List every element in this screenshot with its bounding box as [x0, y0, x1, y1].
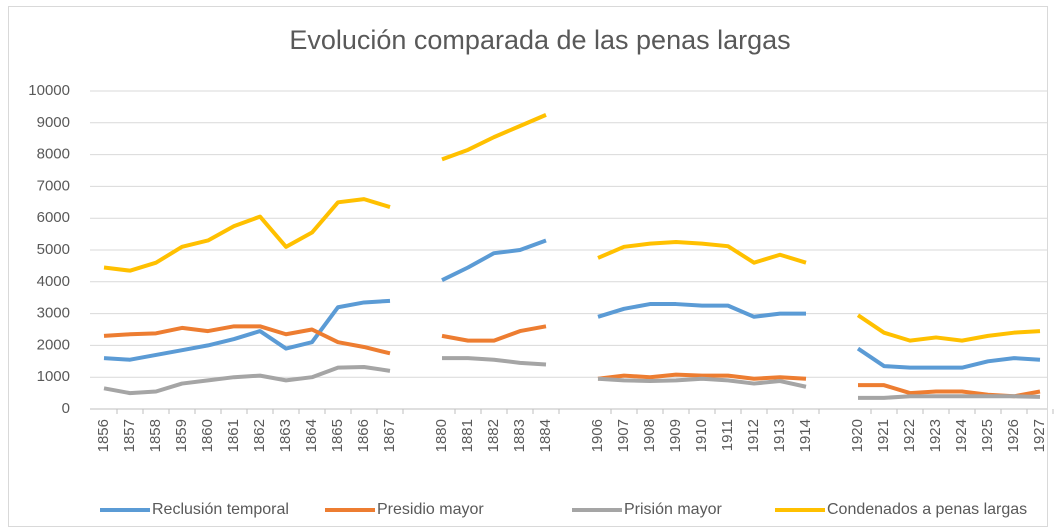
x-tick-label: 1861: [225, 419, 242, 452]
x-tick-label: 1914: [797, 419, 814, 452]
x-tick-label: 1921: [875, 419, 892, 452]
line-series: [103, 113, 1041, 343]
x-tick-label: 1860: [199, 419, 216, 452]
x-tick-label: 1864: [303, 419, 320, 452]
legend-label: Reclusión temporal: [152, 501, 289, 518]
y-tick-label: 4000: [37, 273, 70, 290]
x-tick-label: 1909: [667, 419, 684, 452]
y-tick-label: 9000: [37, 114, 70, 131]
x-tick-label: 1882: [485, 419, 502, 452]
legend-label: Prisión mayor: [624, 501, 722, 518]
y-tick-label: 7000: [37, 177, 70, 194]
x-tick-label: 1856: [95, 419, 112, 452]
y-tick-label: 0: [62, 400, 70, 417]
x-tick-label: 1857: [121, 419, 138, 452]
line-series: [103, 238, 1041, 370]
x-tick-label: 1881: [459, 419, 476, 452]
y-tick-label: 5000: [37, 241, 70, 258]
x-tick-label: 1927: [1031, 419, 1048, 452]
legend-label: Condenados a penas largas: [827, 501, 1027, 518]
chart-frame: [8, 6, 1048, 527]
y-tick-label: 3000: [37, 305, 70, 322]
legend-label: Presidio mayor: [377, 501, 484, 518]
x-tick-label: 1911: [719, 419, 736, 451]
x-tick-label: 1906: [589, 419, 606, 452]
x-tick-label: 1925: [979, 419, 996, 452]
x-tick-label: 1863: [277, 419, 294, 452]
x-tick-label: 1858: [147, 419, 164, 452]
x-tick-label: 1884: [537, 419, 554, 452]
y-tick-label: 8000: [37, 146, 70, 163]
x-tick-label: 1867: [381, 419, 398, 452]
x-tick-label: 1910: [693, 419, 710, 452]
x-tick-label: 1859: [173, 419, 190, 452]
line-series: [103, 324, 1041, 399]
x-tick-label: 1883: [511, 419, 528, 452]
x-tick-label: 1907: [615, 419, 632, 452]
line-series: [103, 356, 1041, 400]
x-tick-label: 1908: [641, 419, 658, 452]
x-tick-label: 1920: [849, 419, 866, 452]
x-tick-label: 1923: [927, 419, 944, 452]
y-tick-label: 2000: [37, 336, 70, 353]
x-tick-label: 1924: [953, 419, 970, 452]
x-tick-label: 1912: [745, 419, 762, 452]
x-tick-label: 1866: [355, 419, 372, 452]
x-tick-label: 1862: [251, 419, 268, 452]
y-tick-label: 6000: [37, 209, 70, 226]
chart-title: Evolución comparada de las penas largas: [289, 25, 790, 55]
x-tick-label: 1922: [901, 419, 918, 452]
y-tick-label: 1000: [37, 368, 70, 385]
x-tick-label: 1880: [433, 419, 450, 452]
y-tick-label: 10000: [28, 82, 70, 99]
x-tick-label: 1913: [771, 419, 788, 452]
x-tick-label: 1865: [329, 419, 346, 452]
x-tick-label: 1926: [1005, 419, 1022, 452]
